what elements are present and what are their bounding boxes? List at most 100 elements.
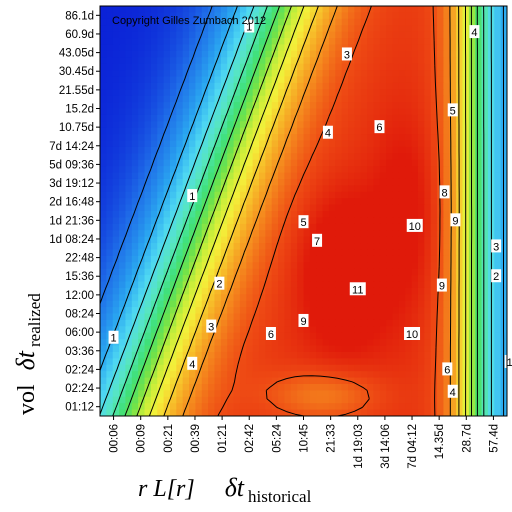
heatmap-cell [316, 294, 324, 302]
heatmap-cell [252, 281, 260, 289]
heatmap-cell [195, 332, 203, 340]
heatmap-cell [328, 377, 336, 385]
heatmap-cell [449, 326, 457, 334]
heatmap-cell [182, 339, 190, 347]
contour-label: 10 [404, 327, 421, 341]
heatmap-cell [252, 6, 260, 14]
heatmap-cell [246, 307, 254, 315]
heatmap-cell [169, 287, 177, 295]
heatmap-cell [437, 146, 445, 154]
heatmap-cell [309, 339, 317, 347]
heatmap-cell [424, 294, 432, 302]
heatmap-cell [278, 319, 286, 327]
heatmap-cell [398, 89, 406, 97]
heatmap-cell [360, 358, 368, 366]
heatmap-cell [322, 230, 330, 238]
heatmap-cell [182, 44, 190, 52]
heatmap-cell [258, 396, 266, 404]
heatmap-cell [100, 313, 107, 321]
heatmap-cell [284, 294, 292, 302]
heatmap-cell [271, 275, 279, 283]
heatmap-cell [417, 268, 425, 276]
heatmap-cell [220, 18, 228, 26]
heatmap-cell [119, 134, 127, 142]
heatmap-cell [112, 178, 120, 186]
heatmap-cell [354, 204, 362, 212]
heatmap-cell [246, 390, 254, 398]
heatmap-cell [265, 178, 273, 186]
heatmap-cell [360, 204, 368, 212]
heatmap-cell [246, 358, 254, 366]
heatmap-cell [316, 114, 324, 122]
heatmap-cell [468, 166, 476, 174]
heatmap-cell [100, 50, 107, 58]
heatmap-cell [392, 358, 400, 366]
heatmap-cell [437, 332, 445, 340]
heatmap-cell [494, 70, 502, 78]
heatmap-cell [195, 159, 203, 167]
heatmap-cell [468, 307, 476, 315]
heatmap-cell [430, 172, 438, 180]
heatmap-cell [309, 377, 317, 385]
heatmap-cell [290, 198, 298, 206]
heatmap-cell [163, 108, 171, 116]
heatmap-cell [252, 262, 260, 270]
heatmap-cell [284, 18, 292, 26]
heatmap-cell [138, 127, 146, 135]
heatmap-cell [252, 223, 260, 231]
heatmap-cell [119, 63, 127, 71]
heatmap-cell [437, 409, 445, 416]
heatmap-cell [125, 230, 133, 238]
heatmap-cell [176, 255, 184, 263]
heatmap-cell [341, 307, 349, 315]
heatmap-cell [360, 102, 368, 110]
heatmap-cell [144, 159, 152, 167]
heatmap-cell [309, 50, 317, 58]
heatmap-cell [138, 166, 146, 174]
heatmap-cell [214, 217, 222, 225]
heatmap-cell [258, 332, 266, 340]
heatmap-cell [246, 351, 254, 359]
heatmap-cell [278, 166, 286, 174]
heatmap-cell [322, 95, 330, 103]
heatmap-cell [354, 102, 362, 110]
heatmap-cell [417, 313, 425, 321]
heatmap-cell [328, 351, 336, 359]
heatmap-cell [297, 63, 305, 71]
heatmap-cell [367, 121, 375, 129]
heatmap-cell [169, 364, 177, 372]
heatmap-cell [475, 268, 483, 276]
heatmap-cell [430, 339, 438, 347]
heatmap-cell [271, 390, 279, 398]
heatmap-cell [189, 371, 196, 379]
heatmap-cell [119, 76, 127, 84]
heatmap-cell [417, 191, 425, 199]
heatmap-cell [348, 371, 355, 379]
heatmap-cell [398, 287, 406, 295]
heatmap-cell [106, 319, 114, 327]
heatmap-cell [278, 364, 286, 372]
heatmap-cell [481, 31, 489, 39]
heatmap-cell [348, 390, 355, 398]
heatmap-cell [195, 50, 203, 58]
heatmap-cell [437, 198, 445, 206]
heatmap-cell [430, 153, 438, 161]
contour-label-bg [298, 215, 309, 229]
heatmap-cell [284, 243, 292, 251]
heatmap-cell [290, 57, 298, 65]
heatmap-cell [284, 31, 292, 39]
heatmap-cell [284, 313, 292, 321]
heatmap-cell [239, 76, 247, 84]
heatmap-cell [481, 108, 489, 116]
heatmap-cell [290, 50, 298, 58]
heatmap-cell [348, 319, 355, 327]
heatmap-cell [271, 339, 279, 347]
heatmap-cell [367, 134, 375, 142]
heatmap-cell [367, 243, 375, 251]
heatmap-cell [328, 76, 336, 84]
heatmap-cell [424, 243, 432, 251]
heatmap-cell [341, 12, 349, 20]
heatmap-cell [201, 319, 209, 327]
heatmap-cell [405, 172, 413, 180]
heatmap-cell [373, 230, 381, 238]
